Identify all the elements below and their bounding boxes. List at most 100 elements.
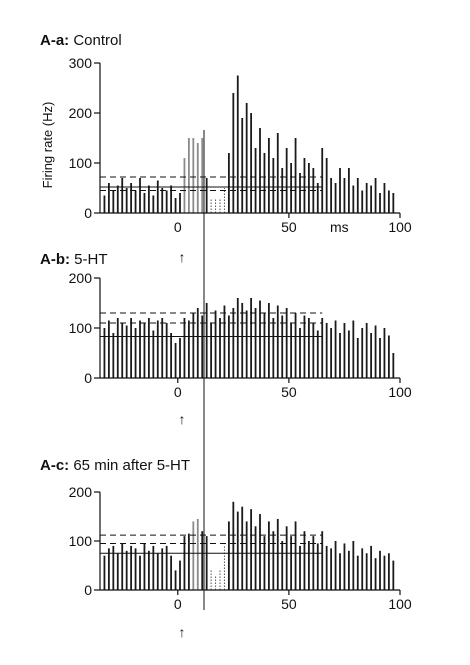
x-tick-label: 0: [174, 596, 182, 612]
x-tick-label: 100: [388, 219, 412, 235]
histogram-bar: [365, 553, 368, 590]
histogram-bar: [370, 545, 373, 590]
histogram-bar: [290, 536, 293, 590]
histogram-bar: [383, 555, 386, 590]
histogram-bar: [290, 323, 293, 378]
y-tick-label: 100: [69, 155, 93, 171]
histogram-bar: [352, 185, 355, 213]
histogram-bar: [387, 190, 390, 213]
histogram-bar: [294, 521, 297, 590]
histogram-bar: [170, 185, 173, 213]
histogram-bar: [245, 103, 248, 213]
histogram-bar: [179, 338, 181, 378]
panel-a-a-stimulus-arrow: ↑: [179, 249, 186, 265]
histogram-bar: [187, 533, 190, 590]
histogram-bar: [272, 531, 275, 590]
histogram-bar: [347, 550, 350, 590]
histogram-bar: [183, 318, 186, 378]
histogram-bar: [276, 518, 279, 590]
histogram-bar: [307, 318, 310, 378]
histogram-bar: [281, 315, 284, 378]
y-tick-label: 300: [69, 55, 93, 71]
histogram-bar: [205, 303, 208, 378]
histogram-bar: [365, 183, 368, 213]
y-tick-label: 200: [69, 105, 93, 121]
histogram-bar: [139, 555, 141, 590]
histogram-bar: [325, 545, 328, 590]
histogram-bar: [325, 158, 328, 213]
histogram-bar: [330, 178, 333, 213]
histogram-bar: [241, 118, 244, 213]
histogram-bar: [263, 153, 266, 213]
histogram-bar: [121, 178, 124, 213]
histogram-bar: [285, 148, 288, 213]
x-tick-label: 100: [388, 596, 412, 612]
histogram-bar: [347, 330, 350, 378]
histogram-bar: [196, 308, 199, 378]
panel-a-c: A-c: 65 min after 5-HT 0 100 200 0 50 100 ↑: [40, 457, 412, 640]
histogram-bar: [330, 328, 333, 378]
histogram-bar: [165, 190, 168, 213]
histogram-bar: [161, 318, 164, 378]
histogram-bar: [143, 323, 146, 378]
histogram-bar: [303, 531, 306, 590]
histogram-bar: [343, 323, 346, 378]
histogram-bar: [316, 330, 319, 378]
histogram-bar: [294, 313, 297, 378]
histogram-bar: [379, 193, 381, 213]
histogram-bar: [321, 318, 324, 378]
histogram-bar: [130, 545, 133, 590]
histogram-bar: [374, 325, 377, 378]
histogram-bar: [232, 93, 235, 213]
histogram-bar: [134, 190, 137, 213]
panel-a-c-stimulus-arrow: ↑: [179, 624, 186, 640]
histogram-bar: [214, 310, 217, 378]
histogram-bar: [272, 158, 275, 213]
panel-a-b-plot: 0 100 200 0 50 100: [69, 270, 412, 400]
histogram-bar: [392, 560, 395, 590]
histogram-bar: [294, 138, 297, 213]
histogram-bar: [103, 555, 106, 590]
histogram-bar: [232, 308, 235, 378]
histogram-bar: [156, 320, 159, 378]
histogram-bar: [316, 183, 319, 213]
histogram-bar: [347, 168, 350, 213]
histogram-bar: [201, 138, 204, 213]
panel-a-a-xlabel: ms: [330, 219, 349, 235]
histogram-bar: [112, 333, 115, 378]
panel-a-a: A-a: Control Firing rate (Hz) 0 100 200 300…: [40, 32, 412, 265]
histogram-bar: [192, 313, 195, 378]
y-tick-label: 100: [69, 533, 93, 549]
histogram-bar: [205, 536, 208, 590]
histogram-bar: [227, 153, 230, 213]
histogram-bar: [379, 550, 381, 590]
histogram-bar: [290, 163, 293, 213]
y-tick-label: 100: [69, 320, 93, 336]
histogram-bar: [165, 545, 168, 590]
histogram-bar: [307, 163, 310, 213]
panel-a-b: A-b: 5-HT 0 100 200 0 50 100 ↑: [40, 251, 412, 427]
histogram-bar: [392, 193, 395, 213]
histogram-bar: [107, 183, 110, 213]
histogram-bar: [245, 310, 248, 378]
histogram-bar: [250, 298, 253, 378]
histogram-bar: [130, 318, 133, 378]
histogram-bar: [370, 333, 373, 378]
histogram-bar: [241, 506, 244, 590]
histogram-bar: [361, 328, 364, 378]
histogram-bar: [227, 315, 230, 378]
panel-a-b-title: A-b: 5-HT: [40, 251, 108, 268]
y-tick-label: 200: [69, 484, 93, 500]
histogram-bar: [316, 543, 319, 590]
histogram-bar: [219, 318, 221, 378]
histogram-bar: [183, 536, 186, 590]
histogram-bar: [361, 190, 364, 213]
histogram-bar: [259, 128, 261, 213]
histogram-bar: [392, 353, 395, 378]
panel-a-c-title-text: 65 min after 5-HT: [73, 457, 190, 474]
histogram-bar: [174, 570, 177, 590]
y-tick-label: 0: [84, 370, 92, 386]
histogram-bar: [339, 553, 341, 590]
y-tick-label: 0: [84, 205, 92, 221]
histogram-bar: [107, 320, 110, 378]
